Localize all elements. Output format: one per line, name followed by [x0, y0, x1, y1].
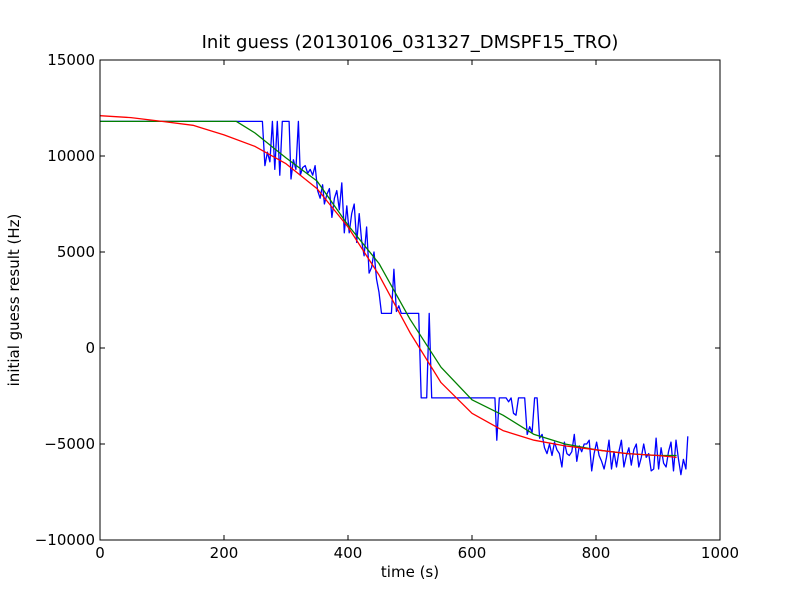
series-line-1	[100, 120, 689, 476]
chart-title: Init guess (20130106_031327_DMSPF15_TRO)	[202, 32, 619, 53]
y-tick-label: −10000	[35, 531, 95, 549]
series-line-3	[99, 115, 677, 459]
y-tick-label: 0	[85, 339, 95, 357]
y-axis-label: initial guess result (Hz)	[5, 214, 23, 387]
plot-frame	[99, 59, 721, 541]
x-tick-label: 200	[210, 544, 239, 562]
x-tick-label: 400	[334, 544, 363, 562]
x-tick-label: 1000	[701, 544, 739, 562]
x-axis-label: time (s)	[381, 563, 439, 581]
x-tick-label: 800	[582, 544, 611, 562]
y-tick-label: −5000	[44, 435, 95, 453]
x-tick-label: 0	[95, 544, 105, 562]
tick-layer: 0 200 400 600 800 1000 15000 10000 5000 0 −5000 −10…	[35, 51, 739, 562]
y-tick-label: 10000	[47, 147, 95, 165]
y-tick-label: 5000	[57, 243, 95, 261]
series-layer	[99, 115, 689, 476]
y-tick-label: 15000	[47, 51, 95, 69]
x-tick-label: 600	[458, 544, 487, 562]
